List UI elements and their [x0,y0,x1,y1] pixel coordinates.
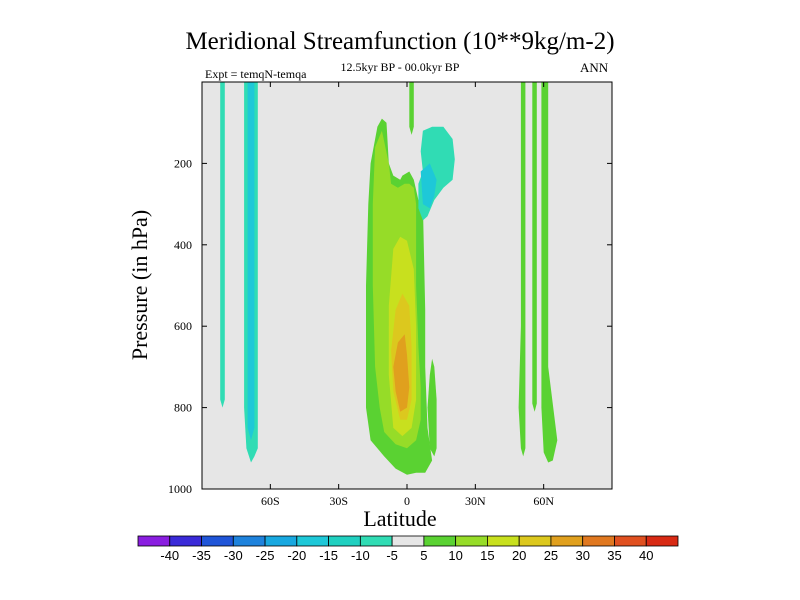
colorbar-swatch [359,535,393,547]
contour-cell-50n-pos-a [518,82,526,457]
contour-cell-70s-neg-inner [247,82,255,441]
experiment-label: Expt = temqN-temqa [205,67,307,81]
colorbar-swatch [550,535,584,547]
contour-cell-10n-neg-inner [420,163,437,209]
colorbar-swatch [328,535,361,547]
colorbar-swatch [614,535,647,547]
colorbar-label: 10 [448,548,462,563]
colorbar-label: 30 [575,548,589,563]
colorbar-swatch [423,535,457,547]
x-tick-label: 0 [404,494,410,508]
contour-cell-10n-pos [427,358,437,457]
contour-cell-eq-25 [393,334,410,412]
plot-area [202,82,612,489]
colorbar-swatch [582,535,615,547]
y-tick-label: 600 [174,319,192,333]
contour-cell-0n-top [409,82,414,135]
colorbar-label: -25 [256,548,275,563]
y-tick-label: 800 [174,401,192,415]
colorbar-label: 5 [420,548,427,563]
y-tick-label: 400 [174,238,192,252]
colorbar-swatch [487,535,520,547]
colorbar-label: -15 [319,548,338,563]
colorbar-swatch [232,535,266,547]
colorbar-swatch [518,535,552,547]
colorbar-label: -20 [287,548,306,563]
contour-cell-60n-pos [541,82,558,463]
colorbar-label: -40 [160,548,179,563]
colorbar-swatch [645,535,679,547]
x-axis-label: Latitude [363,506,437,531]
colorbar-label: 35 [607,548,621,563]
colorbar-swatch [201,535,234,547]
colorbar-swatch [264,535,298,547]
y-tick-label: 200 [174,156,192,170]
colorbar-label: -10 [351,548,370,563]
chart-title: Meridional Streamfunction (10**9kg/m-2) [185,28,615,55]
contour-cell-55n-pos [532,82,537,412]
colorbar-label: 20 [512,548,526,563]
colorbar-swatch [296,535,329,547]
colorbar-swatch [391,535,425,547]
x-tick-label: 60N [533,494,554,508]
x-tick-label: 30N [465,494,486,508]
colorbar-swatch [455,535,488,547]
season-label: ANN [580,60,609,75]
chart-subtitle: 12.5kyr BP - 00.0kyr BP [340,60,460,74]
colorbar-swatch [137,535,171,547]
y-axis-label: Pressure (in hPa) [127,209,152,361]
x-tick-label: 60S [261,494,280,508]
axes: 60S 30S 0 30N 60N 200 400 600 800 1000 [168,81,613,508]
colorbar-label: 15 [480,548,494,563]
colorbar: -40 -35 -30 -25 -20 -15 -10 -5 5 10 15 20 25 30 35 40 [137,535,679,563]
contour-cell-80s-neg [220,82,225,408]
colorbar-swatch [169,535,202,547]
colorbar-label: -5 [386,548,398,563]
y-tick-label: 1000 [168,482,192,496]
colorbar-label: 40 [639,548,653,563]
colorbar-label: 25 [544,548,558,563]
colorbar-label: -30 [224,548,243,563]
x-tick-label: 30S [329,494,348,508]
colorbar-label: -35 [192,548,211,563]
